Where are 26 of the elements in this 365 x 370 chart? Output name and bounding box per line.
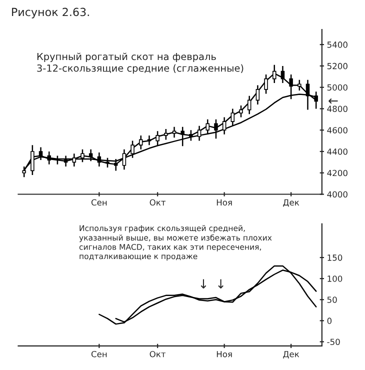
y-tick-label: 100 [328, 276, 342, 282]
text: ← [328, 98, 338, 104]
annotation: ↓ [200, 279, 206, 288]
annotation: ↓ [218, 279, 224, 288]
annotation: Крупный рогатый скот на февраль 3-12-скользящие средние (сглаженные) [37, 52, 244, 74]
y-tick-label: 4600 [327, 127, 348, 134]
x-tick-label: Сен [91, 350, 107, 358]
y-tick-label: 50 [327, 296, 337, 303]
y-tick-label: 4400 [327, 148, 348, 155]
x-tick-label: Окт [150, 350, 166, 358]
y-tick-label: 4800 [327, 106, 348, 112]
x-tick-label: Ноя [216, 199, 232, 206]
y-tick-label: -50 [327, 338, 340, 346]
x-tick-label: Дек [283, 351, 300, 358]
x-tick-label: Сен [91, 199, 107, 206]
y-tick-label: 5000 [327, 84, 348, 91]
chart-title: Рисунок 2.63. [12, 8, 89, 18]
y-tick-label: 0 [327, 318, 332, 324]
y-tick-label: 5200 [327, 62, 348, 70]
y-tick-label: 4200 [327, 170, 348, 176]
y-tick-label: 4000 [327, 191, 348, 198]
y-tick-label: 5400 [327, 42, 348, 48]
x-tick-label: Окт [150, 199, 166, 206]
x-tick-label: Ноя [216, 351, 232, 358]
x-tick-label: Дек [283, 199, 300, 207]
y-tick-label: 150 [328, 254, 342, 261]
